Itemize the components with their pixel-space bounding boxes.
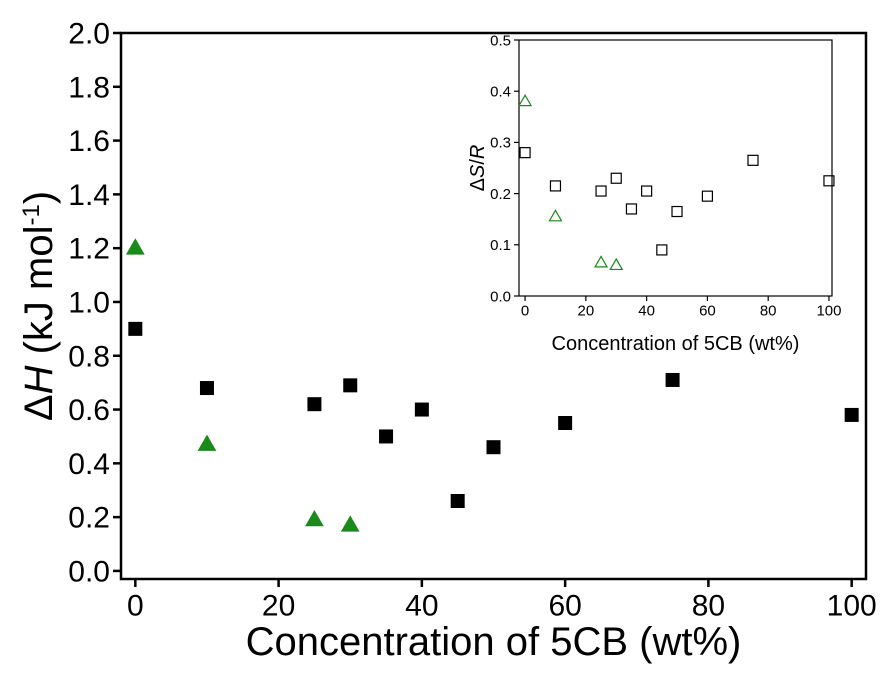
y-axis-title-part: ) xyxy=(17,191,61,204)
triangle-point xyxy=(548,209,563,222)
x-tick-label: 0 xyxy=(127,590,144,623)
y-tick-label: 0.2 xyxy=(68,502,110,535)
y-tick-label: 1.2 xyxy=(68,233,110,266)
y-axis-title-part: R xyxy=(467,145,489,159)
y-tick-label: 0.4 xyxy=(68,448,110,481)
y-axis-title-part: Δ xyxy=(467,178,489,191)
y-axis-title-part: / xyxy=(467,159,489,165)
x-axis-title: Concentration of 5CB (wt%) xyxy=(246,620,742,664)
y-tick-label: 0.1 xyxy=(490,237,511,254)
square-point xyxy=(656,244,668,256)
square-point xyxy=(823,175,835,187)
y-tick-label: 0.3 xyxy=(490,135,511,152)
y-tick-label: 1.6 xyxy=(68,125,110,158)
square-point xyxy=(199,381,214,396)
x-tick-label: 60 xyxy=(548,590,581,623)
y-tick-label: 0.2 xyxy=(490,186,511,203)
x-tick-label: 100 xyxy=(827,590,877,623)
y-tick-label: 1.0 xyxy=(68,286,110,319)
x-tick-label: 80 xyxy=(760,302,777,319)
y-axis-title-part: Δ xyxy=(17,394,61,421)
square-point xyxy=(307,397,322,412)
y-tick-label: 1.8 xyxy=(68,71,110,104)
square-point xyxy=(558,416,573,430)
square-point xyxy=(486,440,501,455)
x-tick-label: 0 xyxy=(521,302,529,319)
square-point xyxy=(671,205,683,218)
triangle-point xyxy=(609,257,624,271)
square-point xyxy=(641,185,653,197)
square-point xyxy=(450,494,465,508)
square-point xyxy=(549,180,562,192)
square-point xyxy=(414,402,429,417)
square-point xyxy=(625,203,638,215)
square-point xyxy=(519,147,531,159)
x-tick-label: 100 xyxy=(816,302,841,319)
square-point xyxy=(701,190,714,202)
triangle-point xyxy=(197,434,217,451)
triangle-point xyxy=(125,238,145,255)
y-axis-title-part: S xyxy=(467,164,489,178)
y-tick-label: 0.5 xyxy=(490,32,511,49)
y-axis-title-part: H xyxy=(17,365,61,394)
square-point xyxy=(595,185,607,197)
square-point xyxy=(844,407,859,422)
y-axis-title: ΔS/R xyxy=(467,145,489,192)
plot-frame xyxy=(119,31,868,581)
square-point xyxy=(379,429,394,444)
x-axis-title: Concentration of 5CB (wt%) xyxy=(552,333,800,355)
triangle-point xyxy=(594,255,609,268)
square-point xyxy=(128,321,143,336)
x-tick-label: 40 xyxy=(405,590,438,623)
y-tick-label: 2.0 xyxy=(68,18,110,51)
y-tick-label: 1.4 xyxy=(68,179,110,212)
triangle-point xyxy=(305,509,324,527)
square-point xyxy=(665,372,680,387)
y-tick-label: 0.6 xyxy=(68,394,110,427)
y-tick-label: 0.8 xyxy=(68,340,110,373)
square-point xyxy=(343,378,358,393)
x-tick-label: 20 xyxy=(262,590,295,623)
y-axis-title-part: (kJ mol xyxy=(17,226,61,366)
x-tick-label: 60 xyxy=(699,302,716,319)
triangle-point xyxy=(340,515,360,532)
y-tick-label: 0.0 xyxy=(490,288,511,305)
y-tick-label: 0.0 xyxy=(68,555,110,588)
y-axis-title: ΔH (kJ mol-1) xyxy=(17,191,61,421)
x-tick-label: 80 xyxy=(692,590,725,623)
triangle-point xyxy=(518,93,533,107)
x-tick-label: 20 xyxy=(578,302,595,319)
y-tick-label: 0.4 xyxy=(490,83,511,100)
y-axis-title-part: -1 xyxy=(18,204,45,225)
square-point xyxy=(747,154,759,166)
x-tick-label: 40 xyxy=(638,302,655,319)
square-point xyxy=(610,172,622,184)
plot-frame xyxy=(518,39,833,297)
